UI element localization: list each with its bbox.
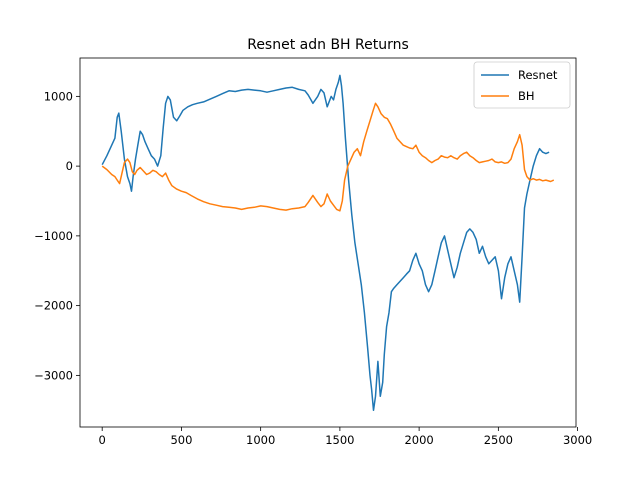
series-line-bh bbox=[101, 102, 555, 212]
x-tick-label: 500 bbox=[170, 433, 192, 447]
x-tick-label: 2000 bbox=[404, 433, 433, 447]
x-tick-label: 1500 bbox=[325, 433, 354, 447]
y-tick-label: −2000 bbox=[34, 299, 73, 313]
y-tick-label: −3000 bbox=[34, 368, 73, 382]
y-tick-label: −1000 bbox=[34, 229, 73, 243]
plot-frame bbox=[79, 57, 577, 428]
x-tick-label: 3000 bbox=[563, 433, 592, 447]
legend-label-resnet: Resnet bbox=[518, 68, 558, 82]
legend: Resnet BH bbox=[473, 61, 571, 109]
y-tick-label: 1000 bbox=[44, 89, 73, 103]
x-tick-label: 2500 bbox=[484, 433, 513, 447]
x-tick-label: 1000 bbox=[246, 433, 275, 447]
axis-ticks: 0 500 1000 1500 2000 2500 3000 1000 0 −1000 −2000 −… bbox=[34, 89, 592, 447]
chart-title: Resnet adn BH Returns bbox=[247, 37, 409, 53]
legend-label-bh: BH bbox=[518, 89, 535, 103]
series-line-resnet bbox=[101, 74, 550, 412]
plot-lines bbox=[101, 74, 555, 412]
y-tick-label: 0 bbox=[66, 159, 73, 173]
x-tick-label: 0 bbox=[99, 433, 106, 447]
